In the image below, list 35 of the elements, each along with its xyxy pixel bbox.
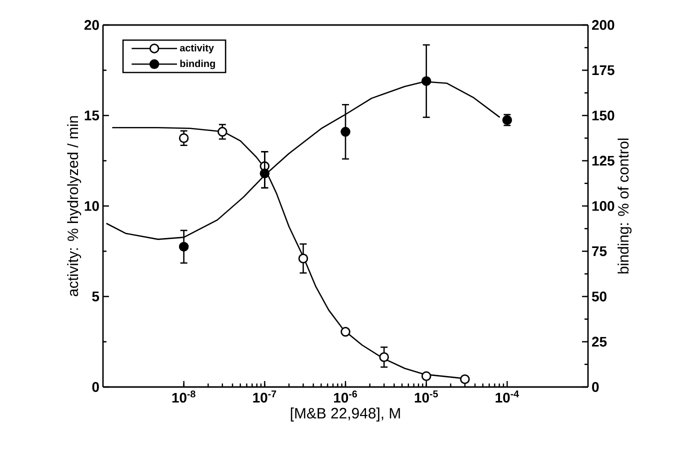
x-axis-title: [M&B 22,948], M xyxy=(290,408,400,422)
point xyxy=(340,326,350,337)
y2-tick-label: 175 xyxy=(592,65,614,76)
point xyxy=(260,168,270,178)
point xyxy=(421,371,432,382)
y2-tick-label: 75 xyxy=(592,246,607,256)
x-tick-label: 10$^{-6}$ xyxy=(334,390,357,403)
y2-tick-label: 125 xyxy=(592,156,614,166)
y2-tick-label: 25 xyxy=(592,336,607,347)
y-tick-label: 0 xyxy=(92,382,99,392)
legend-label: activity xyxy=(180,44,214,54)
y2-tick-label: 200 xyxy=(592,20,614,30)
point xyxy=(460,374,470,384)
x-tick-label: 10$^{-5}$ xyxy=(414,390,438,403)
y-tick-label: 15 xyxy=(84,110,100,120)
point xyxy=(379,352,389,362)
y2-axis-title: binding: % of control xyxy=(618,138,632,274)
point xyxy=(178,133,189,144)
point xyxy=(340,126,350,137)
point xyxy=(421,76,432,86)
legend-label: binding xyxy=(180,60,215,70)
y2-tick-label: 50 xyxy=(592,292,606,302)
y-tick-label: 10 xyxy=(84,201,99,211)
x-tick-label: 10$^{-7}$ xyxy=(253,390,276,403)
point xyxy=(218,126,228,137)
x-tick-label: 10$^{-8}$ xyxy=(172,390,196,403)
y2-tick-label: 100 xyxy=(592,201,614,211)
y2-tick-label: 150 xyxy=(592,110,614,120)
x-tick-label: 10$^{-4}$ xyxy=(496,390,519,403)
point xyxy=(298,254,308,264)
point xyxy=(178,242,189,252)
y-axis-title: activity: % hydrolyzed / min xyxy=(67,116,82,296)
y-tick-label: 5 xyxy=(92,292,100,302)
y2-tick-label: 0 xyxy=(592,382,599,392)
y-tick-label: 20 xyxy=(84,20,99,30)
